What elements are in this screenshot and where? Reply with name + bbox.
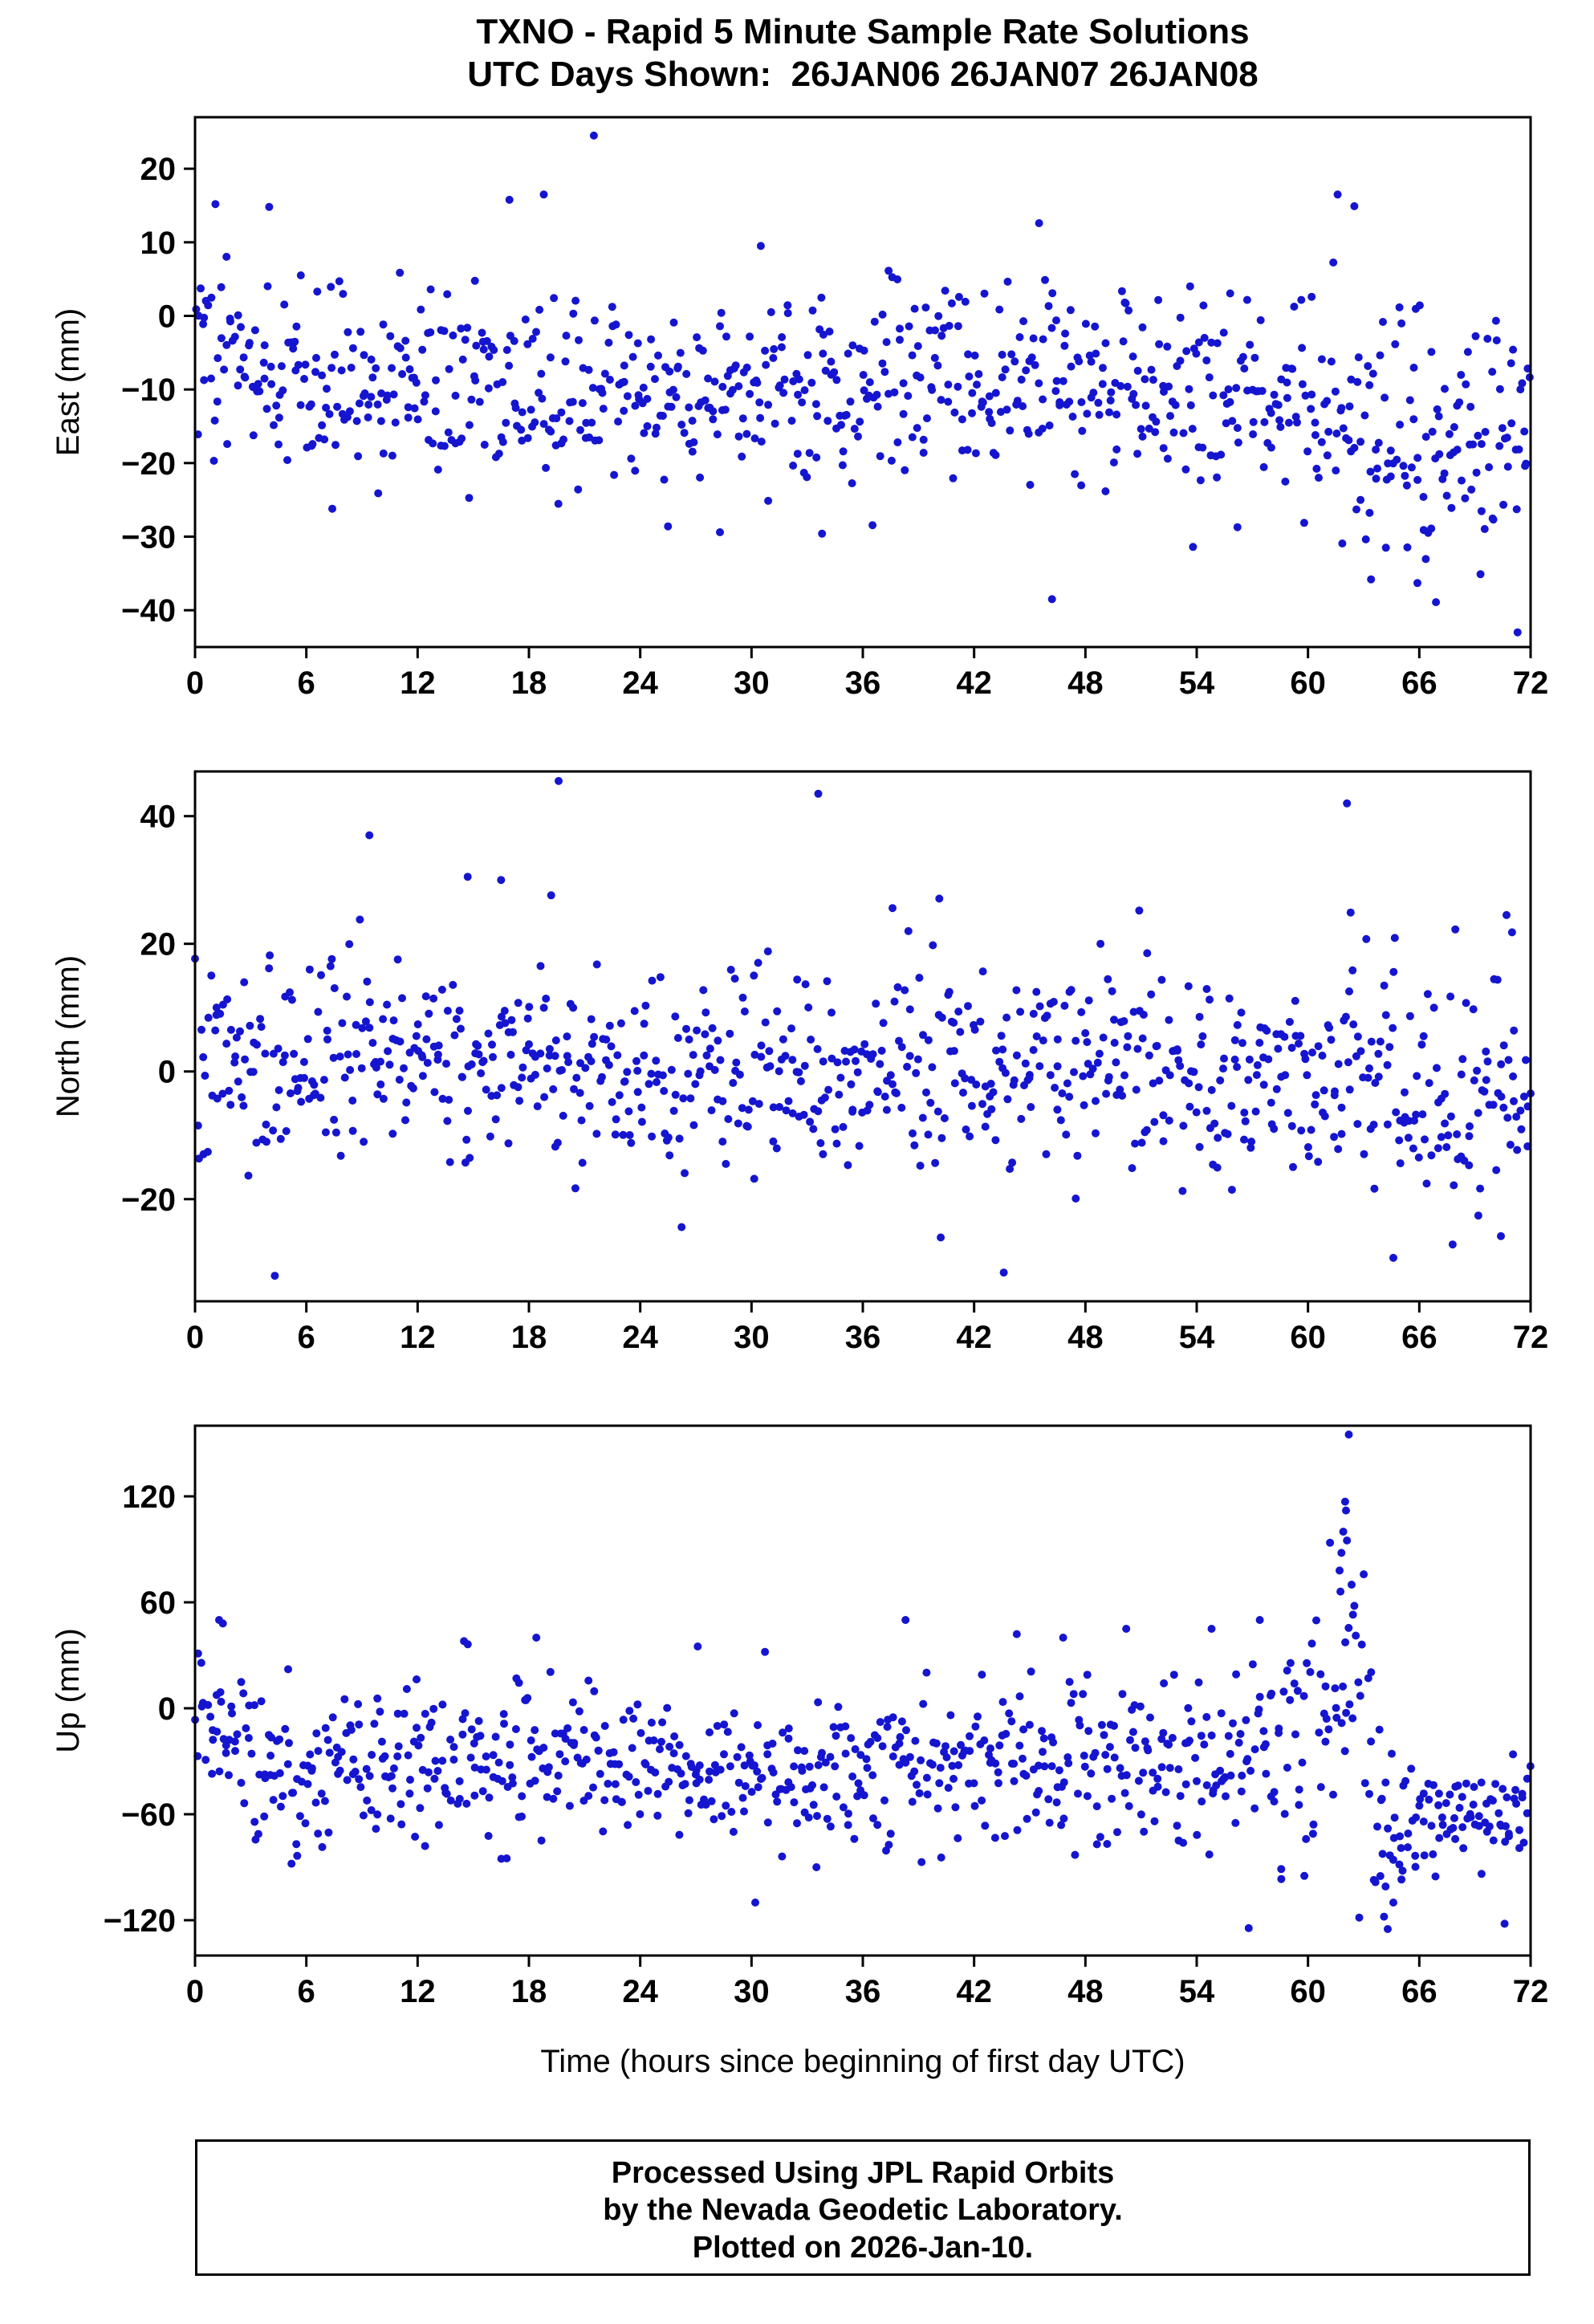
y-tick-label: 0 [158,1691,176,1727]
x-tick-label: 66 [1401,1320,1437,1355]
y-tick-label: 40 [140,800,177,835]
y-tick-label: 20 [140,152,177,187]
x-tick-label: 18 [511,1974,547,2009]
x-tick-label: 42 [956,1320,992,1355]
x-axis-label: Time (hours since beginning of first day… [540,2044,1185,2079]
x-tick-label: 18 [511,665,547,701]
x-tick-label: 24 [622,1974,658,2009]
x-tick-label: 12 [400,665,436,701]
x-tick-label: 18 [511,1320,547,1355]
scatter-points [192,131,1534,637]
x-tick-label: 36 [845,1974,881,2009]
x-tick-label: 60 [1290,1974,1326,2009]
x-tick-label: 36 [845,1320,881,1355]
y-tick-label: −120 [104,1903,176,1939]
x-tick-label: 30 [734,665,770,701]
x-tick-label: 48 [1067,1320,1104,1355]
x-tick-label: 0 [186,1974,204,2009]
y-tick-label: −20 [121,446,176,482]
plot-frame [193,116,1532,649]
y-tick-label: 0 [158,299,176,335]
x-tick-label: 24 [622,665,658,701]
chart-header: TXNO - Rapid 5 Minute Sample Rate Soluti… [0,0,1594,109]
y-tick-label: 0 [158,1055,176,1090]
chart-panels: 0 6 12 18 24 30 36 42 48 54 60 66 72 20 10 0 −10 −20 −30 −4… [0,109,1594,2116]
y-tick-label: −60 [121,1797,176,1833]
x-tick-label: 72 [1513,1320,1549,1355]
x-tick-label: 36 [845,665,881,701]
x-tick-label: 30 [734,1974,770,2009]
x-tick-label: 66 [1401,1974,1437,2009]
scatter-points [191,1431,1535,1933]
x-tick-label: 72 [1513,665,1549,701]
x-tick-label: 54 [1179,665,1215,701]
x-tick-label: 54 [1179,1320,1215,1355]
y-axis-label: Up (mm) [51,1628,86,1753]
y-tick-label: −30 [121,520,176,556]
x-tick-label: 54 [1179,1974,1215,2009]
scatter-points [191,776,1535,1280]
plot-frame [193,1424,1532,1957]
x-tick-label: 30 [734,1320,770,1355]
y-tick-label: 120 [122,1479,176,1515]
x-tick-label: 12 [400,1320,436,1355]
up-plot-svg: 0 6 12 18 24 30 36 42 48 54 60 66 72 120 60 0 −60 −120 Up … [51,1424,1549,2079]
x-tick-label: 48 [1067,665,1104,701]
x-tick-label: 0 [186,665,204,701]
x-tick-label: 66 [1401,665,1437,701]
chart-title: TXNO - Rapid 5 Minute Sample Rate Soluti… [476,12,1250,51]
footer-line-3: Plotted on 2026-Jan-10. [692,2230,1034,2265]
x-tick-label: 0 [186,1320,204,1355]
up-chart: 0 6 12 18 24 30 36 42 48 54 60 66 72 120 60 0 −60 −120 Up … [0,1418,1594,2116]
x-tick-label: 6 [298,1974,315,2009]
x-tick-label: 42 [956,1974,992,2009]
x-tick-label: 6 [298,665,315,701]
x-tick-label: 60 [1290,665,1326,701]
y-tick-label: 60 [140,1585,177,1621]
east-chart: 0 6 12 18 24 30 36 42 48 54 60 66 72 20 10 0 −10 −20 −30 −4… [0,109,1594,763]
x-tick-label: 6 [298,1320,315,1355]
east-plot-svg: 0 6 12 18 24 30 36 42 48 54 60 66 72 20 10 0 −10 −20 −30 −4… [51,116,1549,701]
plot-frame [193,770,1532,1303]
x-tick-label: 60 [1290,1320,1326,1355]
footer-line-1: Processed Using JPL Rapid Orbits [611,2156,1115,2190]
x-tick-label: 12 [400,1974,436,2009]
y-tick-label: −20 [121,1182,176,1218]
x-tick-label: 42 [956,665,992,701]
footer-box: Processed Using JPL Rapid Orbits by the … [195,2139,1531,2276]
y-tick-label: −10 [121,372,176,408]
x-tick-label: 72 [1513,1974,1549,2009]
y-tick-label: 20 [140,927,177,963]
footer-line-2: by the Nevada Geodetic Laboratory. [603,2193,1123,2228]
x-tick-label: 48 [1067,1974,1104,2009]
x-tick-label: 24 [622,1320,658,1355]
north-chart: 0 6 12 18 24 30 36 42 48 54 60 66 72 40 20 0 −20 North (m… [0,763,1594,1418]
y-tick-label: 10 [140,226,177,261]
chart-subtitle: UTC Days Shown: 26JAN06 26JAN07 26JAN08 [467,54,1259,94]
y-axis-label: North (mm) [51,955,86,1117]
y-axis-label: East (mm) [51,308,86,456]
y-tick-label: −40 [121,593,176,629]
north-plot-svg: 0 6 12 18 24 30 36 42 48 54 60 66 72 40 20 0 −20 North (m… [51,770,1549,1355]
